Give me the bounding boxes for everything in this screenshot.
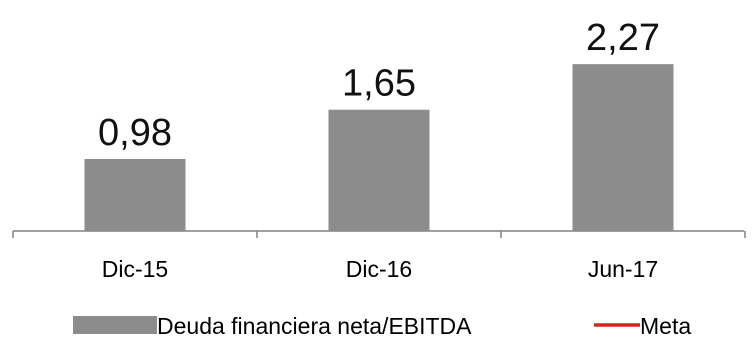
legend: Deuda financiera neta/EBITDA Meta bbox=[73, 313, 691, 339]
x-tick-label-jun-17: Jun-17 bbox=[588, 256, 658, 282]
x-tick-label-dic-15: Dic-15 bbox=[102, 256, 168, 282]
legend-swatch-deuda bbox=[73, 316, 157, 334]
data-label-dic-16: 1,65 bbox=[342, 63, 416, 105]
legend-label-deuda: Deuda financiera neta/EBITDA bbox=[157, 313, 472, 339]
bar-dic-15 bbox=[84, 158, 186, 231]
bar-dic-16 bbox=[328, 109, 430, 231]
x-axis-ticks bbox=[12, 231, 746, 238]
x-tick-label-dic-16: Dic-16 bbox=[346, 256, 412, 282]
data-labels: 0,98 1,65 2,27 bbox=[98, 17, 660, 154]
data-label-jun-17: 2,27 bbox=[586, 17, 660, 59]
legend-label-meta: Meta bbox=[640, 313, 691, 339]
x-tick-labels: Dic-15 Dic-16 Jun-17 bbox=[102, 256, 658, 282]
data-label-dic-15: 0,98 bbox=[98, 112, 172, 154]
bars bbox=[84, 64, 674, 231]
bar-jun-17 bbox=[572, 64, 674, 231]
